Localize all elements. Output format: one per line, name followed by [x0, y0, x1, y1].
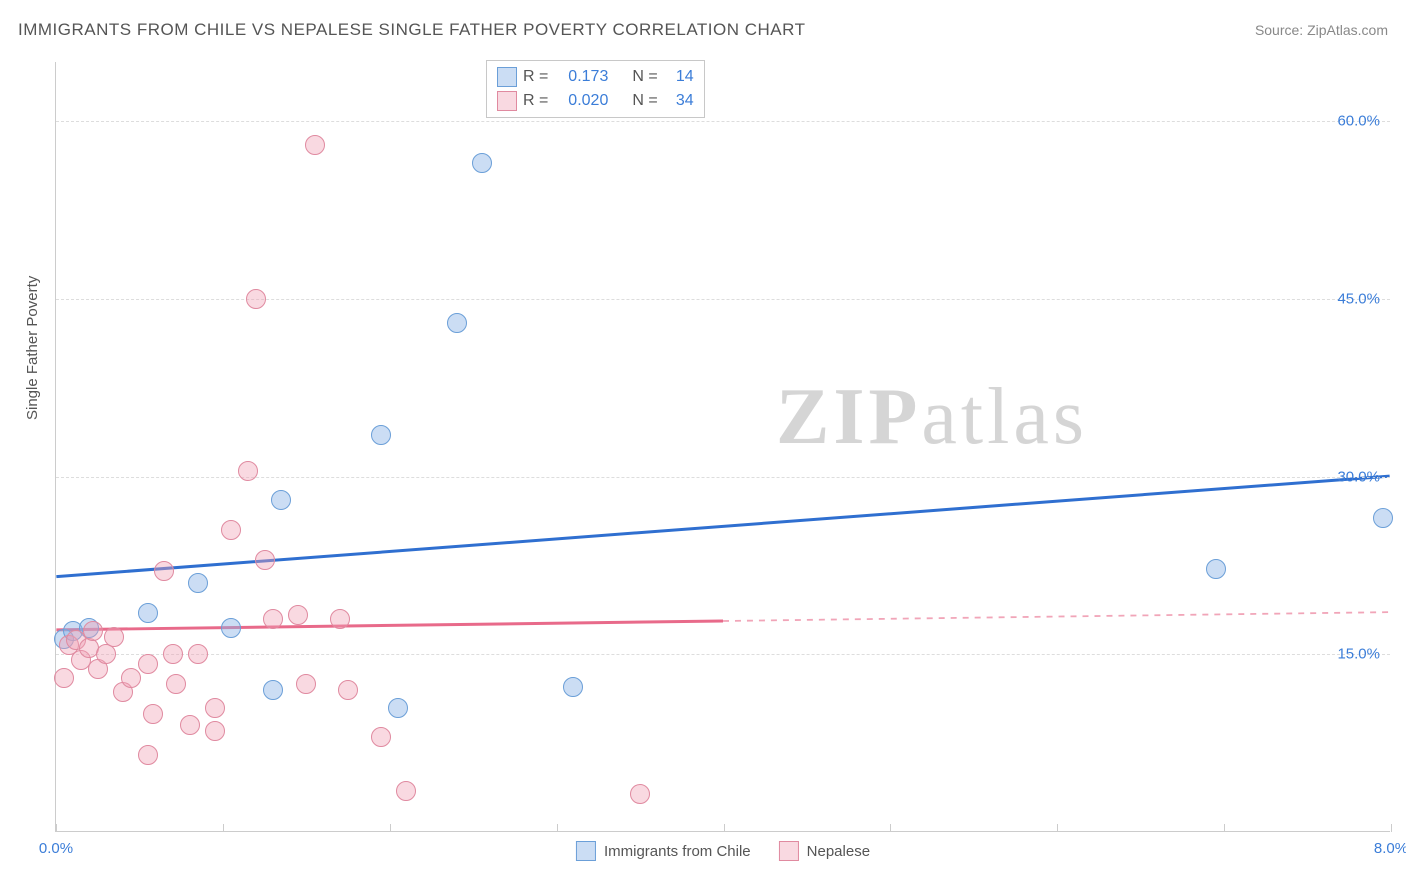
data-point	[1373, 508, 1393, 528]
data-point	[188, 573, 208, 593]
n-value: 14	[664, 65, 694, 89]
trend-lines	[56, 62, 1390, 831]
data-point	[143, 704, 163, 724]
data-point	[205, 698, 225, 718]
data-point	[338, 680, 358, 700]
data-point	[288, 605, 308, 625]
chart-source: Source: ZipAtlas.com	[1255, 22, 1388, 38]
data-point	[305, 135, 325, 155]
data-point	[221, 618, 241, 638]
data-point	[388, 698, 408, 718]
data-point	[166, 674, 186, 694]
n-label: N =	[632, 65, 657, 89]
x-tick-label: 0.0%	[39, 840, 73, 857]
data-point	[371, 425, 391, 445]
y-tick-label: 60.0%	[1337, 113, 1380, 130]
chart-title: IMMIGRANTS FROM CHILE VS NEPALESE SINGLE…	[18, 20, 805, 40]
y-tick-label: 45.0%	[1337, 290, 1380, 307]
data-point	[263, 609, 283, 629]
data-point	[472, 153, 492, 173]
x-tick	[56, 824, 57, 832]
data-point	[138, 603, 158, 623]
data-point	[163, 644, 183, 664]
chart-container: IMMIGRANTS FROM CHILE VS NEPALESE SINGLE…	[0, 0, 1406, 892]
data-point	[104, 627, 124, 647]
legend-item: Nepalese	[779, 841, 870, 861]
r-label: R =	[523, 65, 548, 89]
plot-area: ZIPatlas R =0.173N =14R =0.020N =34 Immi…	[55, 62, 1390, 832]
data-point	[371, 727, 391, 747]
data-point	[205, 721, 225, 741]
data-point	[138, 745, 158, 765]
n-value: 34	[664, 89, 694, 113]
r-value: 0.173	[554, 65, 608, 89]
data-point	[630, 784, 650, 804]
data-point	[246, 289, 266, 309]
gridline	[56, 121, 1390, 122]
x-tick	[1391, 824, 1392, 832]
chart-header: IMMIGRANTS FROM CHILE VS NEPALESE SINGLE…	[18, 20, 1388, 40]
n-label: N =	[632, 89, 657, 113]
legend-row: R =0.173 N = 14	[497, 65, 694, 89]
x-tick	[1057, 824, 1058, 832]
x-tick	[890, 824, 891, 832]
data-point	[1206, 559, 1226, 579]
data-point	[138, 654, 158, 674]
legend-item: Immigrants from Chile	[576, 841, 751, 861]
gridline	[56, 654, 1390, 655]
data-point	[563, 677, 583, 697]
x-tick	[724, 824, 725, 832]
data-point	[255, 550, 275, 570]
data-point	[221, 520, 241, 540]
data-point	[271, 490, 291, 510]
legend-swatch	[576, 841, 596, 861]
data-point	[296, 674, 316, 694]
legend-swatch	[779, 841, 799, 861]
legend-label: Nepalese	[807, 843, 870, 860]
y-tick-label: 30.0%	[1337, 468, 1380, 485]
data-point	[396, 781, 416, 801]
data-point	[188, 644, 208, 664]
data-point	[238, 461, 258, 481]
data-point	[154, 561, 174, 581]
x-tick	[223, 824, 224, 832]
r-value: 0.020	[554, 89, 608, 113]
data-point	[121, 668, 141, 688]
data-point	[96, 644, 116, 664]
x-tick-label: 8.0%	[1374, 840, 1406, 857]
r-label: R =	[523, 89, 548, 113]
series-legend: Immigrants from Chile Nepalese	[576, 841, 870, 861]
legend-row: R =0.020 N = 34	[497, 89, 694, 113]
legend-swatch	[497, 67, 517, 87]
data-point	[330, 609, 350, 629]
data-point	[180, 715, 200, 735]
legend-label: Immigrants from Chile	[604, 843, 751, 860]
data-point	[263, 680, 283, 700]
correlation-legend: R =0.173 N = 14 R =0.020 N = 34	[486, 60, 705, 118]
y-tick-label: 15.0%	[1337, 646, 1380, 663]
gridline	[56, 477, 1390, 478]
legend-swatch	[497, 91, 517, 111]
data-point	[447, 313, 467, 333]
x-tick	[1224, 824, 1225, 832]
data-point	[54, 668, 74, 688]
x-tick	[557, 824, 558, 832]
data-point	[83, 621, 103, 641]
trend-line-extrapolated	[723, 612, 1390, 621]
y-axis-title: Single Father Poverty	[24, 276, 41, 420]
x-tick	[390, 824, 391, 832]
trend-line	[56, 621, 723, 630]
